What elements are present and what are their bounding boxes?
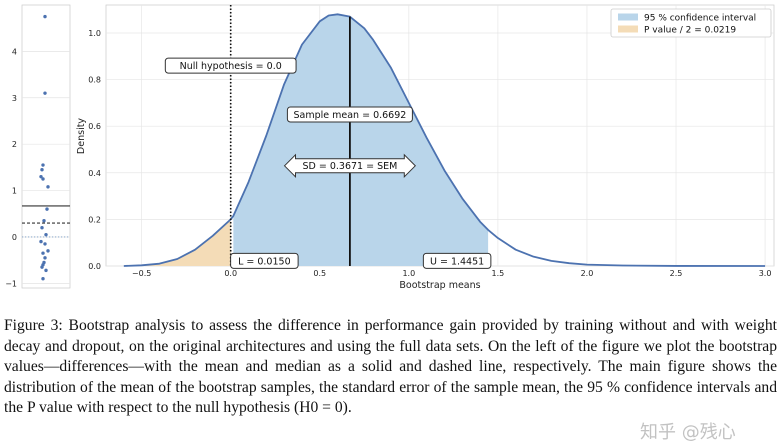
left-y-tick-label: 0 — [12, 233, 17, 242]
main-panel-annotations: Null hypothesis = 0.0 Sample mean = 0.669… — [164, 57, 492, 269]
left-data-point — [41, 163, 45, 167]
lower-bound-annotation-box — [230, 252, 299, 269]
legend-swatch-pvalue — [618, 25, 638, 33]
bootstrap-figure: 4 3 2 1 0 −1 −0.5 0.0 0.5 1.0 1.5 2.0 2.5 3.0 0.0 0.2… — [5, 4, 775, 291]
legend-swatch-ci — [618, 13, 638, 21]
left-y-tick-label: 4 — [12, 47, 17, 56]
legend-label-ci: 95 % confidence interval — [644, 14, 756, 24]
left-data-point — [43, 14, 47, 19]
left-panel-lines — [22, 205, 70, 238]
y-tick-label: 1.0 — [88, 29, 101, 38]
legend-label-pvalue: P value / 2 = 0.0219 — [644, 26, 736, 36]
watermark: 知乎 @残心 — [640, 422, 736, 443]
density-curve — [123, 13, 766, 267]
left-data-point — [46, 249, 50, 253]
sd-annotation: SD = 0.3671 = SEM — [302, 161, 397, 172]
left-panel-y-ticks: 4 3 2 1 0 −1 — [5, 47, 17, 288]
confidence-interval-area — [233, 14, 489, 267]
legend-box — [610, 8, 772, 38]
left-data-point — [42, 219, 46, 223]
left-panel-points — [39, 14, 50, 281]
main-panel-vertical-lines — [229, 5, 351, 266]
x-tick-label: 1.0 — [402, 269, 415, 278]
left-data-point — [44, 232, 48, 237]
figure-caption: Figure 3: Bootstrap analysis to assess t… — [4, 317, 777, 417]
upper-bound-annotation: U = 1.4451 — [430, 256, 484, 267]
x-tick-label: 3.0 — [759, 269, 772, 278]
density-curve-group — [123, 13, 766, 267]
main-panel-y-ticks: 0.0 0.2 0.4 0.6 0.8 1.0 — [88, 29, 101, 271]
main-panel-fills — [123, 14, 489, 267]
x-tick-label: −0.5 — [132, 269, 151, 278]
left-y-tick-label: 3 — [12, 94, 17, 103]
left-data-point — [43, 91, 47, 95]
legend: 95 % confidence interval P value / 2 = 0… — [610, 8, 772, 38]
sample-mean-annotation-box — [286, 106, 413, 123]
left-panel: 4 3 2 1 0 −1 — [5, 4, 71, 289]
null-hypothesis-annotation-box — [164, 57, 297, 74]
main-panel-x-ticks: −0.5 0.0 0.5 1.0 1.5 2.0 2.5 3.0 — [132, 269, 772, 278]
y-tick-label: 0.6 — [88, 122, 101, 131]
main-panel: −0.5 0.0 0.5 1.0 1.5 2.0 2.5 3.0 0.00.20.40.60.… — [76, 4, 775, 291]
left-panel-grid — [22, 51, 70, 284]
x-tick-label: 1.5 — [492, 269, 505, 278]
sample-mean-annotation: Sample mean = 0.6692 — [293, 110, 406, 121]
left-y-tick-label: 2 — [12, 140, 17, 149]
x-tick-label: 0.0 — [224, 269, 237, 278]
left-data-point — [44, 268, 48, 273]
y-tick-label: 0.4 — [88, 169, 101, 178]
x-tick-label: 2.0 — [581, 269, 594, 278]
x-tick-label: 2.5 — [670, 269, 683, 278]
sd-arrow — [283, 153, 417, 179]
left-data-point — [41, 277, 45, 281]
left-data-point — [46, 185, 50, 189]
y-tick-label: 0.2 — [88, 215, 101, 224]
upper-bound-annotation-box — [422, 252, 492, 269]
left-y-tick-label: −1 — [5, 279, 17, 288]
left-data-point — [40, 167, 44, 172]
pvalue-area — [123, 219, 231, 266]
left-data-point — [43, 256, 47, 260]
left-data-point — [43, 242, 47, 246]
left-data-point — [41, 177, 45, 181]
left-y-tick-label: 1 — [12, 187, 17, 196]
left-data-point — [39, 239, 43, 244]
y-axis-label: Density — [76, 118, 87, 154]
left-data-point — [39, 174, 43, 179]
lower-bound-annotation: L = 0.0150 — [238, 256, 291, 267]
left-data-point — [40, 225, 44, 230]
x-tick-label: 0.5 — [313, 269, 326, 278]
left-data-point — [40, 265, 44, 269]
y-tick-label: 0.8 — [88, 76, 101, 85]
y-tick-label: 0.0 — [88, 262, 101, 271]
null-hypothesis-annotation: Null hypothesis = 0.0 — [180, 61, 282, 72]
x-axis-label: Bootstrap means — [399, 280, 480, 291]
left-panel-frame — [21, 4, 71, 289]
left-data-point — [45, 207, 49, 211]
left-data-point — [41, 251, 45, 255]
